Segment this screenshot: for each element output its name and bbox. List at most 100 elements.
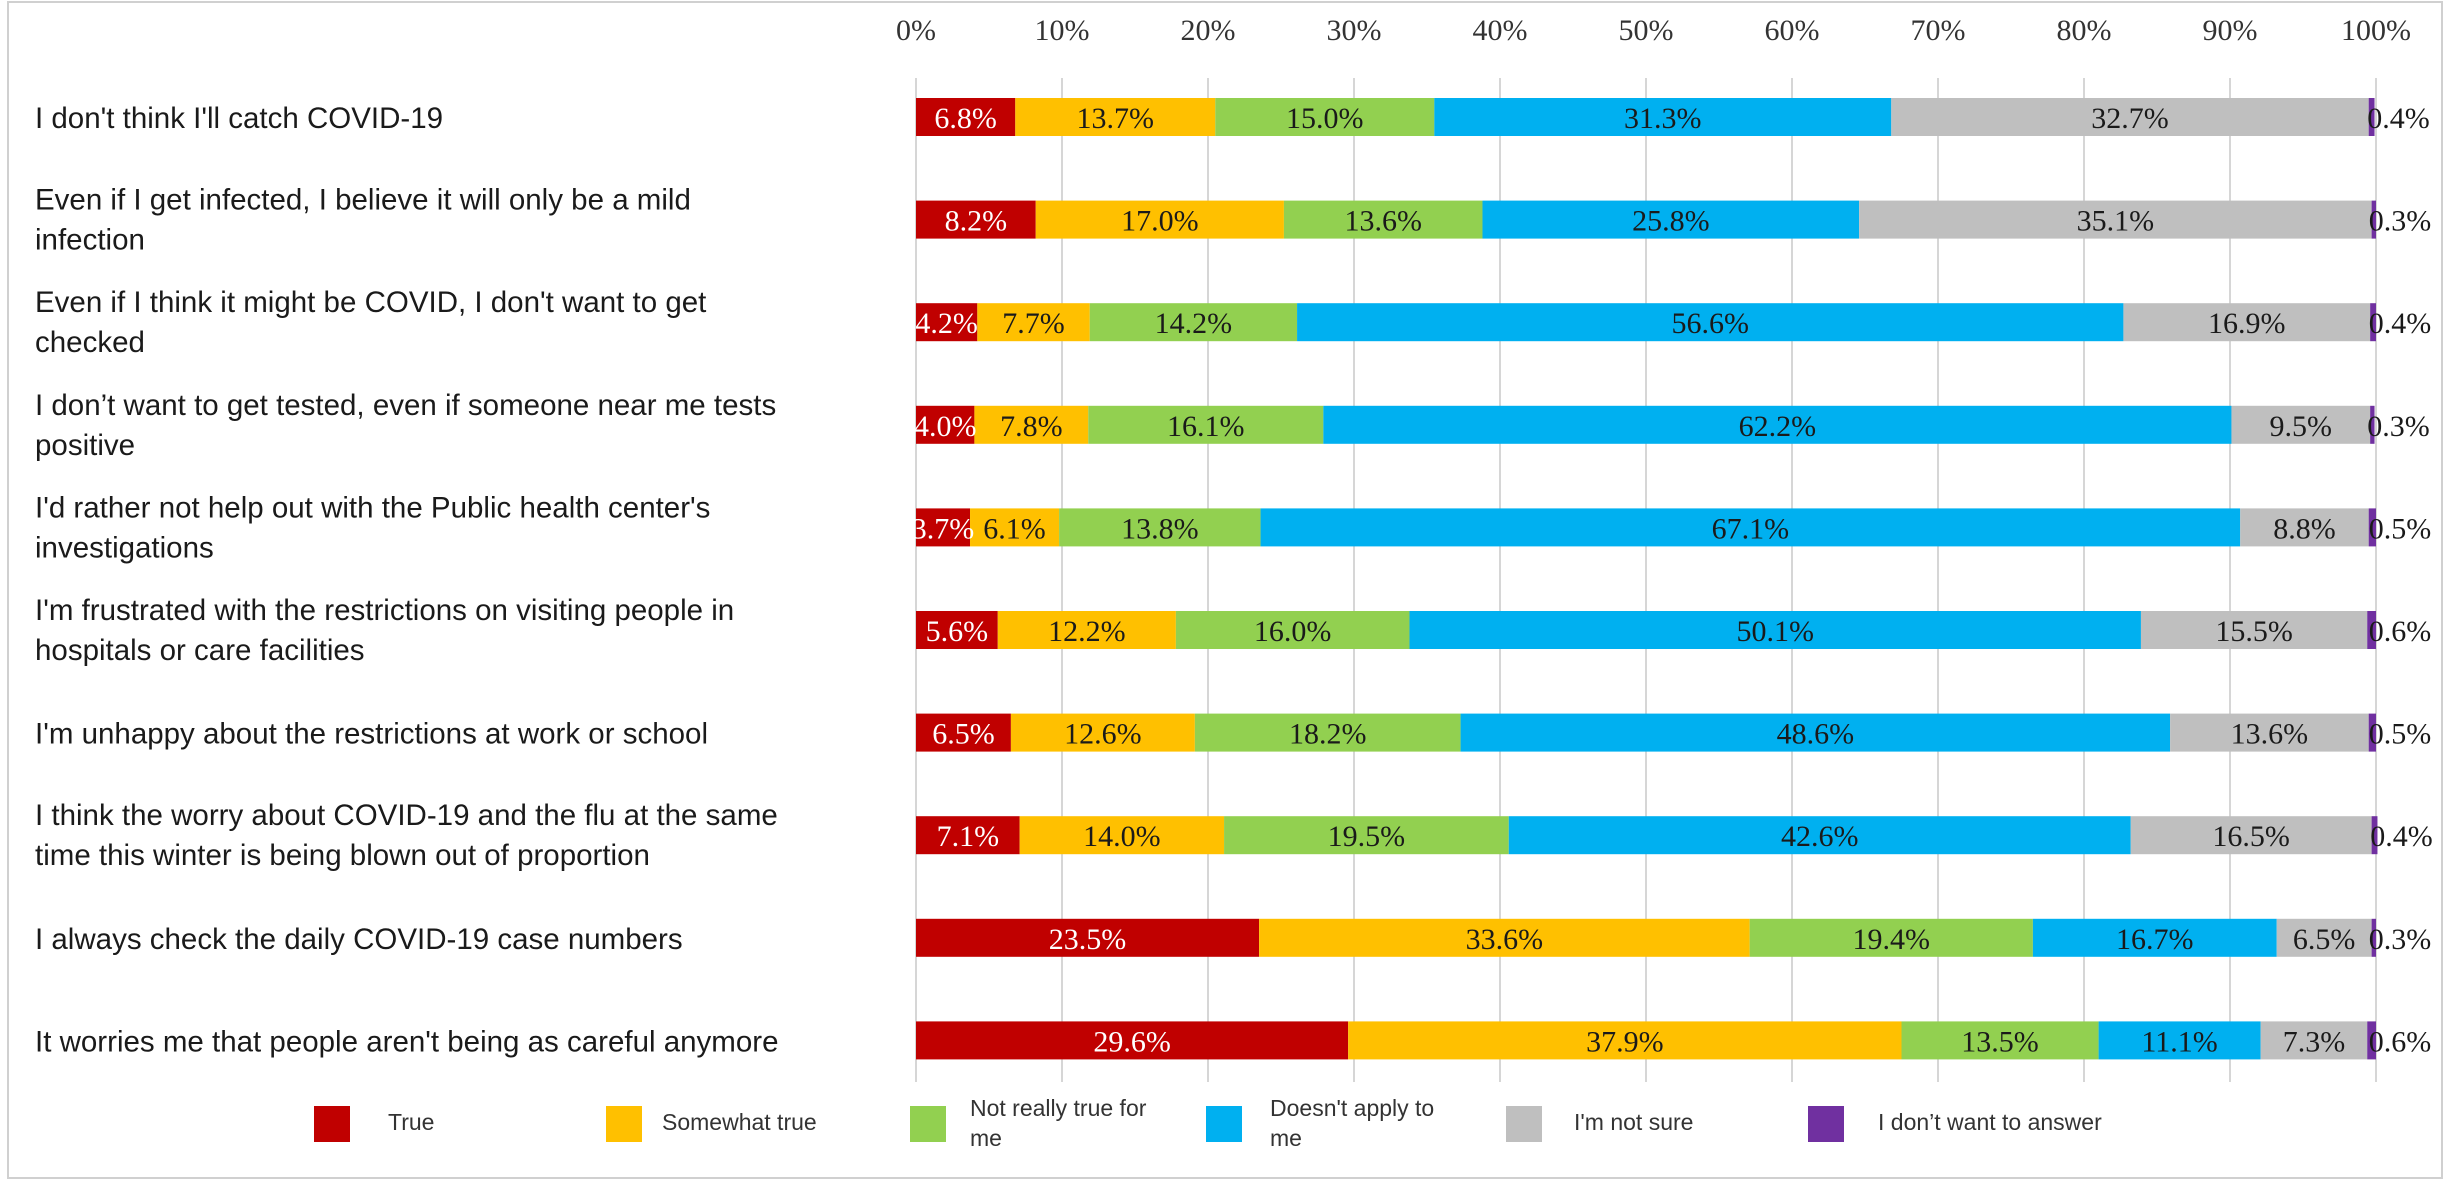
bar-segment <box>916 816 1020 855</box>
data-label: 9.5% <box>2270 410 2333 443</box>
category-label: Even if I think it might be COVID, I don… <box>35 286 706 319</box>
x-tick-label: 80% <box>2057 14 2112 47</box>
category-label: I don’t want to get tested, even if some… <box>35 389 776 422</box>
category-label: I don't think I'll catch COVID-19 <box>35 102 443 135</box>
bars <box>916 98 2378 1060</box>
data-label: 35.1% <box>2077 205 2155 238</box>
data-label: 16.0% <box>1254 615 1332 648</box>
data-label: 16.7% <box>2116 923 2194 956</box>
bar-segment <box>2371 918 2376 957</box>
data-label: 13.6% <box>1344 205 1422 238</box>
bar-segment <box>2370 405 2375 444</box>
bar-segment <box>1224 816 1509 855</box>
bar-segment <box>1283 200 1483 239</box>
bar-segment <box>2260 1021 2368 1060</box>
bar-segment <box>916 405 975 444</box>
legend-swatch <box>1808 1106 1844 1142</box>
data-label: 15.5% <box>2215 615 2293 648</box>
bar-segment <box>2370 303 2376 342</box>
bar-segment <box>2140 611 2368 649</box>
data-label: 42.6% <box>1781 820 1859 853</box>
legend-swatch <box>314 1106 350 1142</box>
data-label: 19.5% <box>1328 820 1406 853</box>
bar-segment <box>916 98 1016 136</box>
bar-segment <box>1323 405 2232 444</box>
bar-segment <box>2240 508 2369 547</box>
data-label: 8.8% <box>2273 512 2336 545</box>
bar-segment <box>2367 1021 2376 1060</box>
data-label: 3.7% <box>912 512 975 545</box>
bar-segment <box>916 918 1260 957</box>
data-label: 15.0% <box>1286 102 1364 135</box>
bar-segment <box>1460 713 2171 752</box>
bar-segment <box>1260 508 2241 547</box>
legend-label: True <box>388 1109 434 1135</box>
category-label: I'm frustrated with the restrictions on … <box>35 594 734 627</box>
bar-segment <box>916 200 1036 239</box>
bar-segment <box>2231 405 2371 444</box>
x-tick-label: 20% <box>1181 14 1236 47</box>
data-label: 31.3% <box>1624 102 1702 135</box>
data-label: 32.7% <box>2091 102 2169 135</box>
bar-segment <box>1297 303 2124 342</box>
bar-segment <box>2098 1021 2261 1060</box>
data-label: 18.2% <box>1289 718 1367 751</box>
legend-swatch <box>1206 1106 1242 1142</box>
x-tick-label: 100% <box>2341 14 2411 47</box>
data-label: 7.3% <box>2283 1025 2346 1058</box>
data-label: 12.2% <box>1048 615 1126 648</box>
data-label: 0.3% <box>2369 923 2432 956</box>
data-label: 56.6% <box>1671 307 1749 340</box>
data-label: 4.2% <box>915 307 978 340</box>
bar-segment <box>2032 918 2277 957</box>
data-label: 8.2% <box>945 205 1008 238</box>
legend: True Somewhat true Not really true for me Do… <box>314 1095 2102 1151</box>
bar-segment <box>1015 98 1216 136</box>
data-label: 0.6% <box>2369 1025 2432 1058</box>
bar-segment <box>970 508 1060 547</box>
category-label: checked <box>35 326 145 359</box>
data-label: 62.2% <box>1739 410 1817 443</box>
bar-segment <box>1194 713 1461 752</box>
category-label: investigations <box>35 531 214 564</box>
bar-segment <box>2368 713 2376 752</box>
data-label: 16.9% <box>2208 307 2286 340</box>
bar-segment <box>2371 200 2376 239</box>
bar-segment <box>2170 713 2369 752</box>
bar-segment <box>916 508 971 547</box>
legend-swatch <box>606 1106 642 1142</box>
legend-label: I'm not sure <box>1574 1109 1693 1135</box>
data-label: 5.6% <box>926 615 989 648</box>
bar-segment <box>1434 98 1892 136</box>
bar-segment <box>1749 918 2033 957</box>
x-tick-label: 90% <box>2203 14 2258 47</box>
bar-segment <box>1059 508 1261 547</box>
data-label: 7.8% <box>1000 410 1063 443</box>
bar-segment <box>916 1021 1349 1060</box>
legend-label: Doesn't apply to <box>1270 1095 1434 1121</box>
data-label: 29.6% <box>1093 1025 1171 1058</box>
category-label: I'm unhappy about the restrictions at wo… <box>35 718 708 751</box>
bar-segment <box>977 303 1090 342</box>
category-label: Even if I get infected, I believe it wil… <box>35 184 691 217</box>
bar-segment <box>1175 611 1410 649</box>
legend-label: Somewhat true <box>662 1109 817 1135</box>
data-label: 16.5% <box>2212 820 2290 853</box>
category-label: It worries me that people aren't being a… <box>35 1025 779 1058</box>
bar-segment <box>2371 816 2378 855</box>
data-label: 25.8% <box>1632 205 1710 238</box>
bar-segment <box>1089 303 1298 342</box>
category-label: I think the worry about COVID-19 and the… <box>35 799 778 832</box>
x-tick-label: 30% <box>1327 14 1382 47</box>
bar-segment <box>916 713 1011 752</box>
x-tick-label: 50% <box>1619 14 1674 47</box>
x-tick-label: 10% <box>1035 14 1090 47</box>
data-label: 0.3% <box>2369 205 2432 238</box>
data-label: 14.2% <box>1155 307 1233 340</box>
data-label: 19.4% <box>1853 923 1931 956</box>
data-label: 0.5% <box>2369 512 2432 545</box>
labels: 0% 10% 20% 30% 40% 50% 60% 70% 80% 90% 100% I don't… <box>35 14 2433 1058</box>
data-label: 14.0% <box>1083 820 1161 853</box>
bar-segment <box>916 303 978 342</box>
bar-segment <box>1901 1021 2099 1060</box>
